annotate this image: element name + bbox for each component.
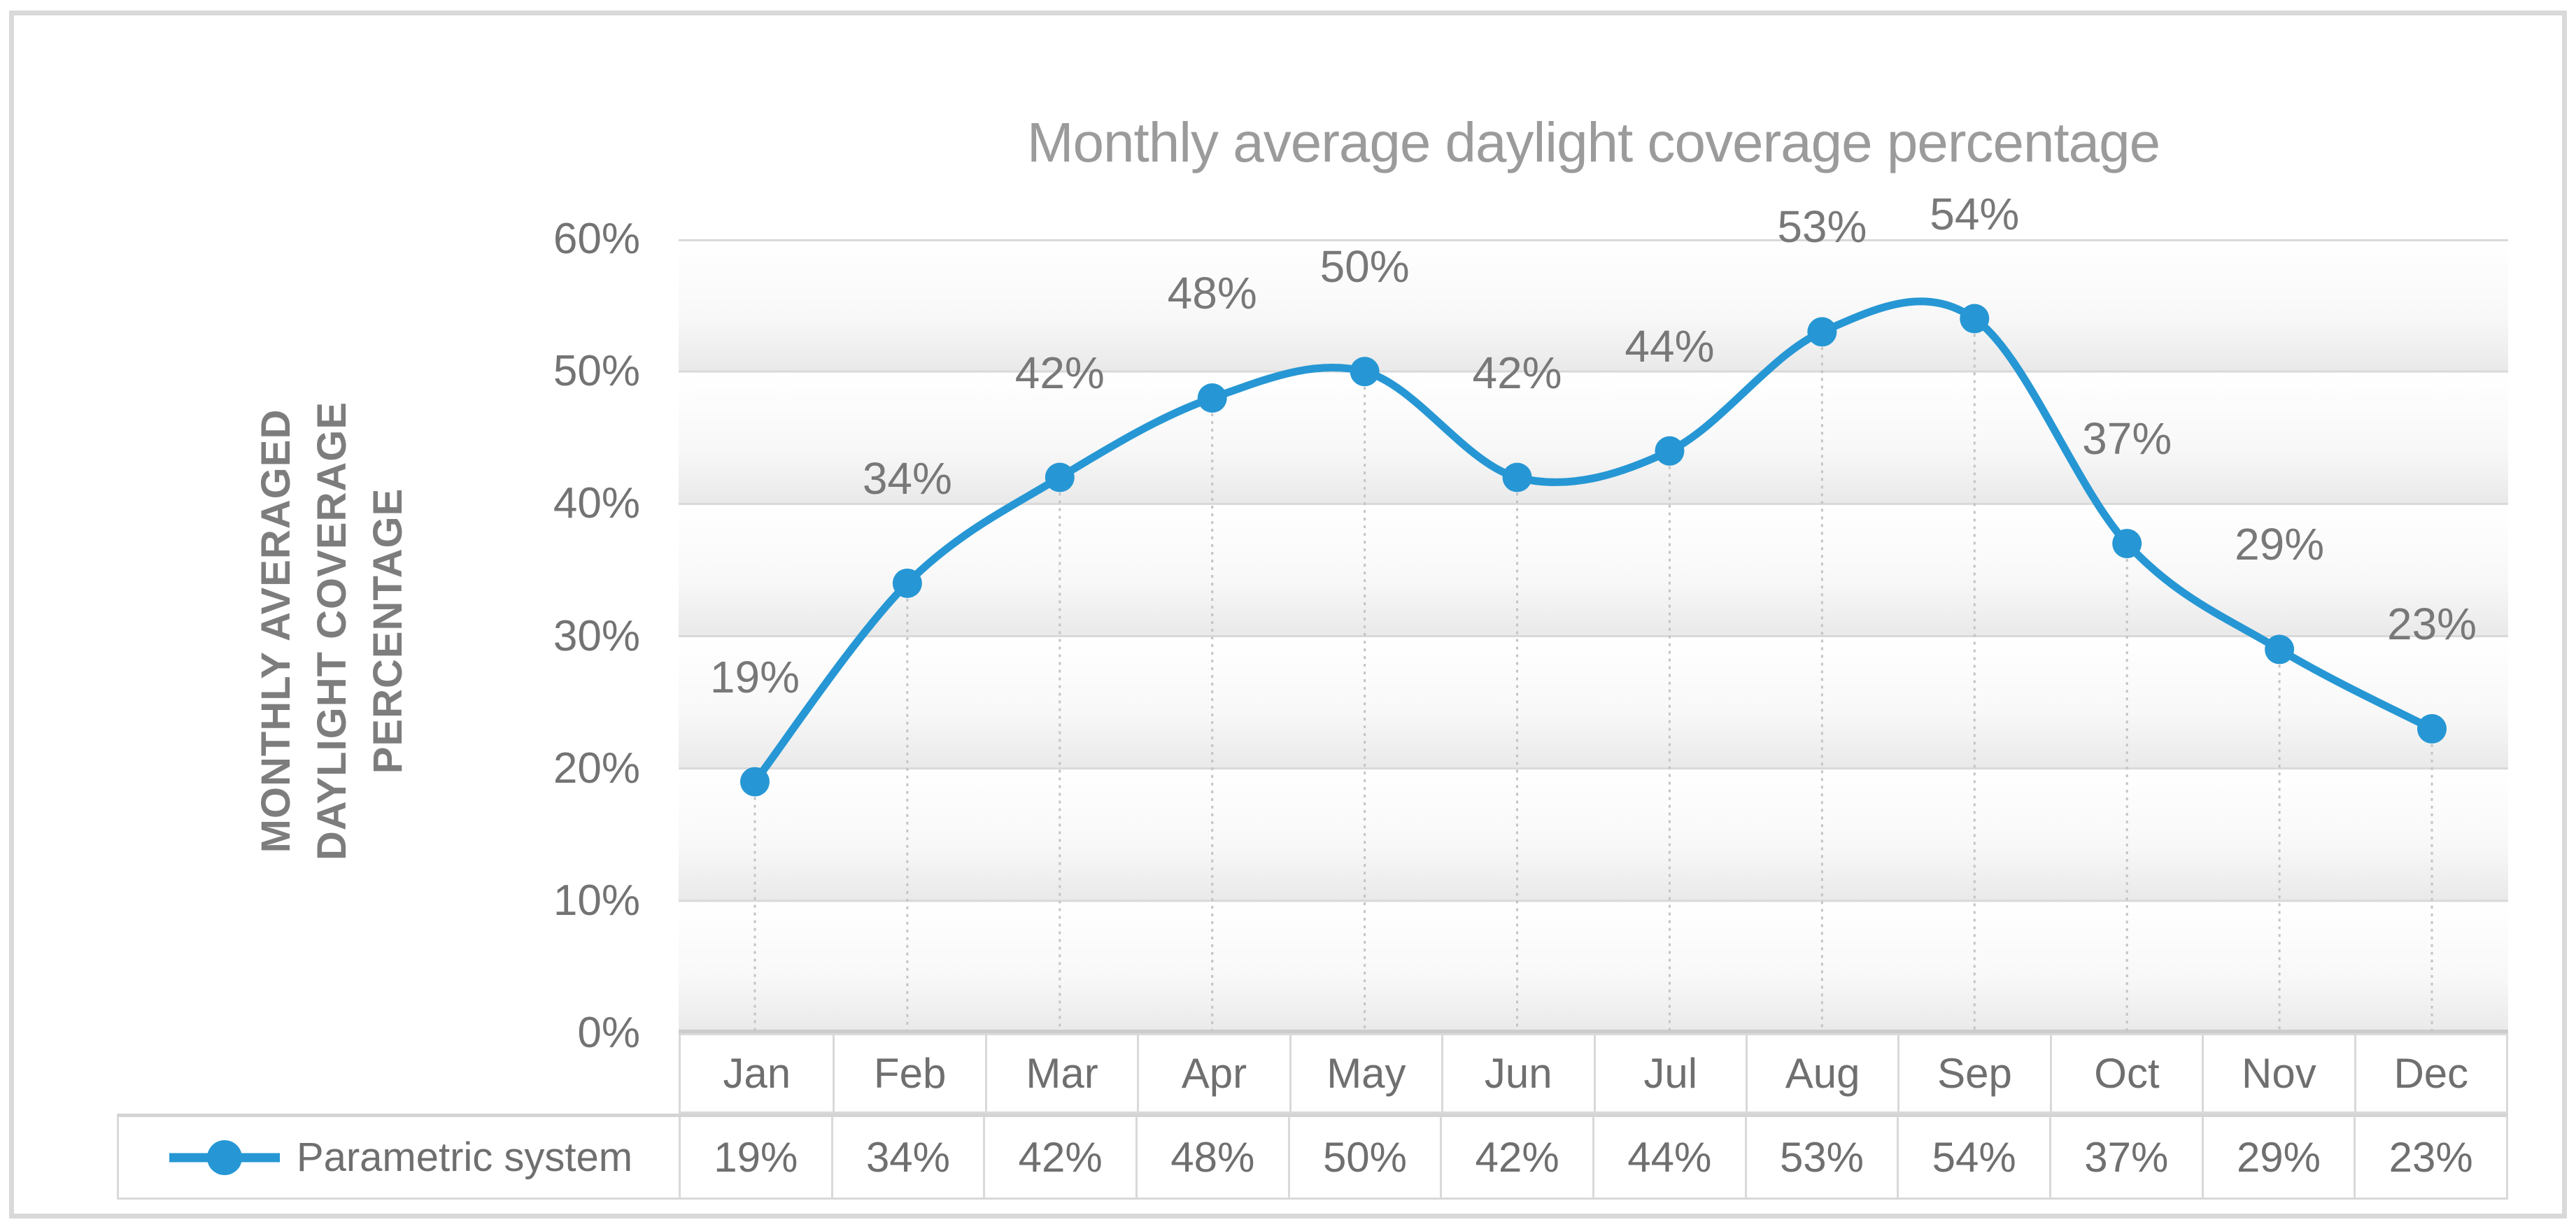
legend-and-values-row: Parametric system 19% 34% 42% 48% 50% 42% 44% 5… [117,1114,2508,1200]
chart-title: Monthly average daylight coverage percen… [1026,111,2160,173]
legend-cell: Parametric system [119,1117,679,1198]
month-cell: Dec [2354,1035,2506,1111]
data-point-marker [2112,529,2142,559]
value-cell: 29% [2201,1117,2354,1198]
value-cell: 50% [1287,1117,1441,1198]
legend-series-marker-icon [169,1139,280,1175]
x-axis-month-row: Jan Feb Mar Apr May Jun Jul Aug Sep Oct Nov Dec [679,1033,2508,1114]
y-axis-tick-label: 30% [553,611,640,660]
month-cell: Mar [984,1035,1137,1111]
value-cell: 23% [2354,1117,2506,1198]
value-cell: 54% [1897,1117,2049,1198]
month-cell: Sep [1897,1035,2049,1111]
data-point-label: 54% [1930,188,2020,239]
y-axis-tick-label: 10% [553,876,640,925]
value-cell: 48% [1135,1117,1288,1198]
data-point-marker [1655,436,1685,466]
data-point-marker [1502,462,1532,492]
value-cell: 44% [1592,1117,1745,1198]
plot-svg [679,239,2508,1033]
data-point-marker [2265,634,2295,665]
data-point-marker [1045,462,1075,492]
legend-circle [206,1139,242,1175]
plot-area [679,239,2508,1033]
data-point-marker [1197,383,1227,413]
y-axis-tick-label: 0% [577,1009,640,1057]
month-cell: Apr [1137,1035,1289,1111]
data-point-marker [739,767,770,797]
y-axis-tick-label: 50% [553,347,640,396]
month-cell: Jun [1441,1035,1593,1111]
legend-series-label: Parametric system [296,1135,633,1180]
month-cell: Feb [833,1035,984,1111]
value-cell: 34% [830,1117,984,1198]
month-cell: Jan [723,1050,791,1097]
value-cell: 19% [679,1117,831,1198]
series-line [751,297,2436,786]
data-point-marker [1807,317,1837,347]
data-point-marker [892,568,922,598]
month-cell: Nov [2202,1035,2354,1111]
month-cell: May [1289,1035,1441,1111]
figure-frame: Monthly average daylight coverage percen… [9,10,2567,1219]
month-cell: Oct [2049,1035,2202,1111]
data-point-marker [1960,304,1990,334]
y-axis-tick-label: 60% [553,215,640,263]
data-point-marker [2417,713,2447,744]
month-cell: Aug [1745,1035,1897,1111]
y-axis-tick-label: 40% [553,479,640,528]
value-cell: 42% [1440,1117,1592,1198]
value-cell: 37% [2049,1117,2202,1198]
data-point-marker [1350,357,1380,387]
value-cell: 42% [983,1117,1135,1198]
value-cell: 53% [1744,1117,1897,1198]
y-axis-tick-label: 20% [553,744,640,793]
month-cell: Jul [1593,1035,1746,1111]
